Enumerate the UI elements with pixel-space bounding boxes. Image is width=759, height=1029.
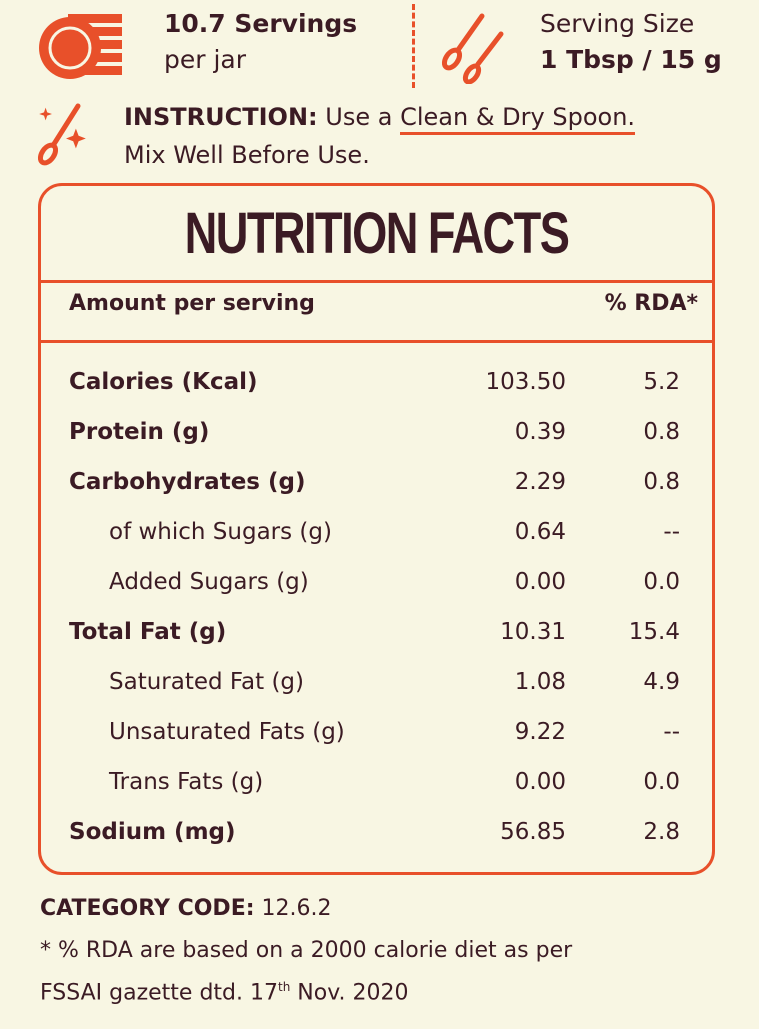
nutrient-rda: 0.8 — [643, 469, 680, 495]
nutrient-row: Added Sugars (g) 0.00 0.0 — [41, 569, 712, 619]
nutrition-title: NUTRITION FACTS — [184, 201, 570, 266]
spoons-icon — [441, 13, 504, 84]
nutrient-row: Total Fat (g) 10.31 15.4 — [41, 619, 712, 669]
nutrient-rda: 5.2 — [643, 369, 680, 395]
nutrient-label: Total Fat (g) — [69, 619, 227, 645]
nutrient-row: Saturated Fat (g) 1.08 4.9 — [41, 669, 712, 719]
nutrient-label: Saturated Fat (g) — [109, 669, 305, 695]
nutrient-rda: -- — [663, 519, 680, 545]
nutrient-value: 0.00 — [514, 769, 566, 795]
nutrient-row: of which Sugars (g) 0.64 -- — [41, 519, 712, 569]
divider — [41, 340, 712, 343]
nutrient-row: Protein (g) 0.39 0.8 — [41, 419, 712, 469]
servings-info: 10.7 Servings per jar — [164, 6, 357, 78]
nutrition-facts-panel: NUTRITION FACTS Amount per serving % RDA… — [38, 183, 715, 875]
nutrient-label: Protein (g) — [69, 419, 210, 445]
serving-size-label: Serving Size — [540, 9, 695, 38]
plates-stack-icon — [39, 14, 122, 79]
note-sup: th — [277, 980, 291, 994]
category-label: CATEGORY CODE: — [40, 896, 255, 921]
instruction: INSTRUCTION: Use a Clean & Dry Spoon. Mi… — [124, 98, 636, 174]
nutrient-rda: 15.4 — [628, 619, 680, 645]
sparkle-spoon-icon — [37, 103, 86, 166]
nutrient-row: Carbohydrates (g) 2.29 0.8 — [41, 469, 712, 519]
nutrient-row: Calories (Kcal) 103.50 5.2 — [41, 369, 712, 419]
category-code: CATEGORY CODE: 12.6.2 — [40, 896, 332, 921]
instruction-label: INSTRUCTION: — [124, 103, 318, 131]
nutrient-value: 0.64 — [514, 519, 566, 545]
note-prefix: FSSAI gazette dtd. 17 — [40, 980, 278, 1006]
nutrient-label: Carbohydrates (g) — [69, 469, 306, 495]
serving-size-info: Serving Size 1 Tbsp / 15 g — [540, 6, 722, 78]
header-rda: % RDA* — [604, 291, 698, 316]
nutrient-row: Trans Fats (g) 0.00 0.0 — [41, 769, 712, 819]
nutrient-label: of which Sugars (g) — [109, 519, 332, 545]
serving-size-value: 1 Tbsp / 15 g — [540, 45, 722, 74]
divider — [41, 280, 712, 283]
rda-note-line2: FSSAI gazette dtd. 17th Nov. 2020 — [40, 980, 409, 1005]
nutrient-value: 9.22 — [514, 719, 566, 745]
nutrient-rda: -- — [663, 719, 680, 745]
nutrient-value: 103.50 — [485, 369, 566, 395]
servings-unit: per jar — [164, 45, 247, 74]
instruction-line2: Mix Well Before Use. — [124, 141, 370, 169]
nutrient-rda: 0.8 — [643, 419, 680, 445]
nutrient-value: 0.39 — [514, 419, 566, 445]
nutrient-value: 10.31 — [500, 619, 566, 645]
divider — [412, 4, 415, 88]
nutrient-row: Sodium (mg) 56.85 2.8 — [41, 819, 712, 869]
nutrient-label: Trans Fats (g) — [109, 769, 264, 795]
instruction-prefix: Use a — [325, 103, 393, 131]
nutrient-value: 56.85 — [500, 819, 566, 845]
rda-note-line1: * % RDA are based on a 2000 calorie diet… — [40, 938, 573, 963]
nutrient-label: Sodium (mg) — [69, 819, 236, 845]
nutrient-rda: 0.0 — [643, 769, 680, 795]
nutrient-label: Added Sugars (g) — [109, 569, 309, 595]
nutrient-row: Unsaturated Fats (g) 9.22 -- — [41, 719, 712, 769]
nutrient-value: 2.29 — [514, 469, 566, 495]
nutrient-value: 0.00 — [514, 569, 566, 595]
servings-count: 10.7 Servings — [164, 9, 358, 38]
instruction-highlight: Clean & Dry Spoon. — [400, 103, 636, 135]
header-amount: Amount per serving — [69, 291, 315, 316]
nutrient-rda: 0.0 — [643, 569, 680, 595]
nutrient-rda: 4.9 — [643, 669, 680, 695]
category-value: 12.6.2 — [261, 896, 332, 921]
nutrient-rda: 2.8 — [643, 819, 680, 845]
nutrient-value: 1.08 — [514, 669, 566, 695]
nutrient-label: Calories (Kcal) — [69, 369, 258, 395]
note-suffix: Nov. 2020 — [297, 980, 409, 1006]
nutrient-label: Unsaturated Fats (g) — [109, 719, 345, 745]
